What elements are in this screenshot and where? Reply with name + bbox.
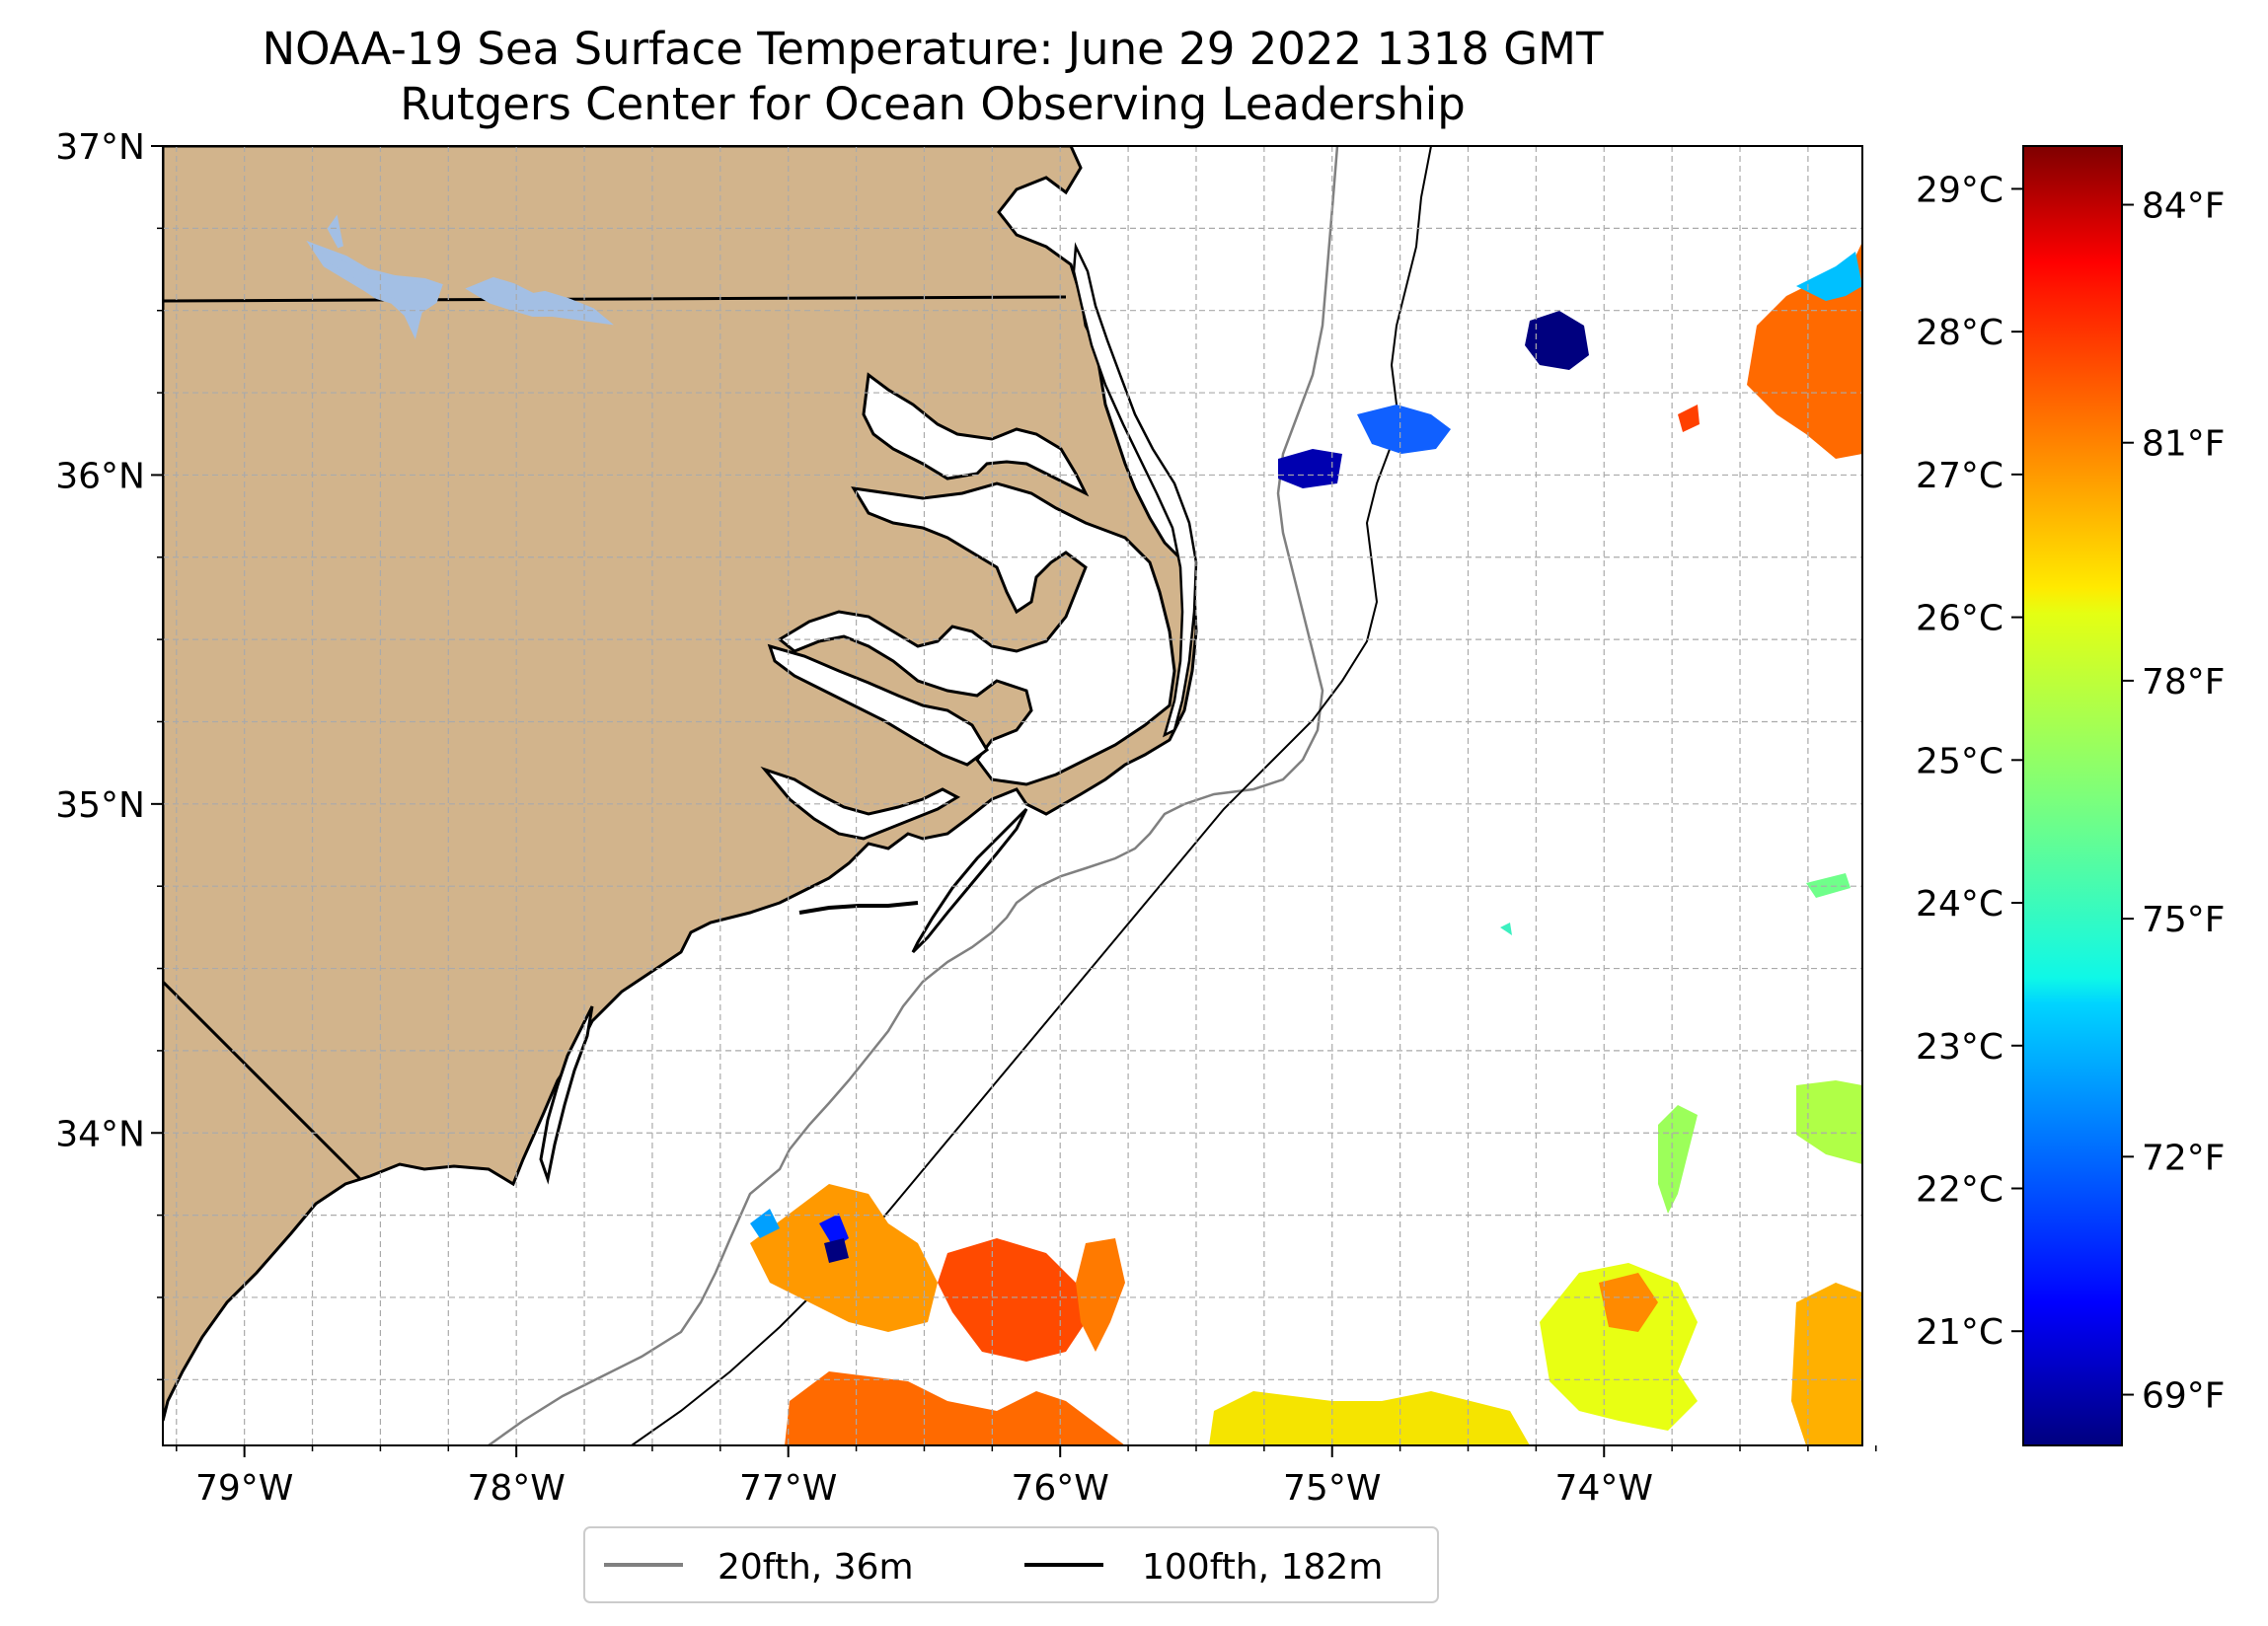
sst-patch-ne-blue <box>1796 252 1862 301</box>
nc-sc-border <box>163 980 362 1181</box>
celsius-tick-label: 27°C <box>1916 456 2003 496</box>
nc-va-border <box>163 295 1067 303</box>
lat-tick-label: 34°N <box>55 1114 145 1154</box>
celsius-tick-label: 24°C <box>1916 884 2003 924</box>
colorbar: 29°C 28°C 27°C 26°C 25°C 24°C 23°C 22°C 21°C 84°… <box>1916 145 2226 1446</box>
celsius-tick-label: 29°C <box>1916 170 2003 210</box>
colorbar-celsius-axis: 29°C 28°C 27°C 26°C 25°C 24°C 23°C 22°C 21°C <box>1916 170 2023 1353</box>
sst-patch-east-blue <box>750 1209 780 1238</box>
sst-patch-se-yellow <box>1540 1263 1698 1431</box>
colorbar-fahrenheit-axis: 84°F 81°F 78°F 75°F 72°F 69°F <box>2122 185 2226 1417</box>
fahrenheit-tick-label: 84°F <box>2142 185 2226 226</box>
sst-patch-dark-center <box>824 1238 849 1263</box>
lon-tick-label: 76°W <box>1012 1468 1109 1509</box>
lon-tick-label: 77°W <box>739 1468 837 1509</box>
map-frame <box>162 145 1863 1446</box>
celsius-tick-label: 22°C <box>1916 1169 2003 1210</box>
fahrenheit-tick-label: 69°F <box>2142 1376 2226 1417</box>
fahrenheit-tick-label: 75°F <box>2142 900 2226 940</box>
sst-patch-se-corner <box>1791 1283 1862 1445</box>
bogue-banks <box>798 901 919 915</box>
fahrenheit-tick-label: 81°F <box>2142 424 2226 465</box>
legend-label-20fth: 20fth, 36m <box>718 1547 914 1588</box>
sst-patch-north-dark-2 <box>1278 449 1342 488</box>
lon-tick-label: 75°W <box>1283 1468 1381 1509</box>
map-title: NOAA-19 Sea Surface Temperature: June 29… <box>0 22 1865 132</box>
legend: 20fth, 36m 100fth, 182m <box>583 1526 1439 1603</box>
sst-patch-south-central <box>938 1238 1086 1362</box>
sst-patch-north-blue-1 <box>1357 405 1451 454</box>
lat-tick-label: 36°N <box>55 456 145 496</box>
core-sound-island <box>911 807 1028 954</box>
title-line-1: NOAA-19 Sea Surface Temperature: June 29… <box>262 23 1604 75</box>
sst-patch-se-orange <box>1599 1273 1658 1332</box>
fahrenheit-tick-label: 78°F <box>2142 662 2226 702</box>
celsius-tick-label: 21°C <box>1916 1312 2003 1353</box>
celsius-tick-label: 26°C <box>1916 599 2003 639</box>
celsius-tick-label: 28°C <box>1916 313 2003 353</box>
map-axes: 79°W 78°W 77°W 76°W 75°W 74°W 37°N 36°N 35°N 34°N <box>55 127 1877 1509</box>
legend-label-100fth: 100fth, 182m <box>1142 1547 1383 1588</box>
pamlico-river <box>767 643 989 767</box>
sst-patch-east-green <box>1658 1105 1698 1214</box>
lat-tick-label: 37°N <box>55 127 145 168</box>
sst-patch-north-dark <box>1525 311 1589 370</box>
sst-patch-small-e3 <box>1678 405 1700 432</box>
contour-20fth <box>488 146 1339 1445</box>
sst-patch-small-e1 <box>1806 873 1851 898</box>
sst-patch-south-yellow <box>1209 1391 1530 1445</box>
sst-patch-east-lightgreen <box>1796 1080 1862 1164</box>
colorbar-gradient <box>2022 145 2123 1446</box>
celsius-tick-label: 23°C <box>1916 1027 2003 1068</box>
sst-patches <box>750 242 1862 1445</box>
albemarle-sound <box>862 372 1090 497</box>
sst-patch-south-main <box>785 1371 1125 1445</box>
lon-tick-label: 78°W <box>467 1468 565 1509</box>
cape-fear-river <box>539 1005 594 1185</box>
title-line-2: Rutgers Center for Ocean Observing Leade… <box>400 78 1466 130</box>
sst-patch-small-e2 <box>1500 923 1512 935</box>
map-panel <box>163 146 1862 1445</box>
legend-frame <box>583 1526 1439 1603</box>
sst-patch-mid-1 <box>1076 1238 1125 1352</box>
celsius-tick-label: 25°C <box>1916 741 2003 781</box>
map-gridlines <box>163 146 1862 1445</box>
lon-tick-label: 79°W <box>195 1468 293 1509</box>
lon-tick-label: 74°W <box>1555 1468 1653 1509</box>
lat-tick-label: 35°N <box>55 785 145 826</box>
fahrenheit-tick-label: 72°F <box>2142 1138 2226 1178</box>
